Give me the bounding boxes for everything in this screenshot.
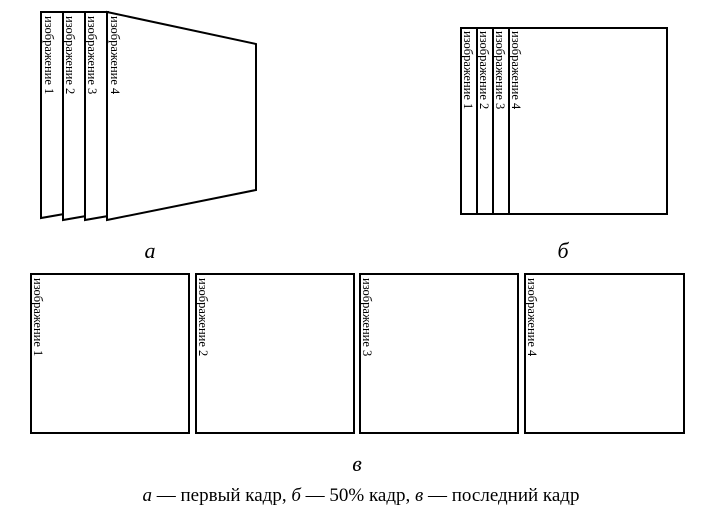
panel-a-label-4: изображение 4	[108, 16, 122, 95]
panel-a-label-2: изображение 2	[63, 16, 77, 94]
panel-a-label-3: изображение 3	[85, 16, 99, 94]
panel-c-letter: в	[352, 451, 362, 476]
panel-a-letter: а	[145, 238, 156, 263]
panel-c-frame-4	[524, 273, 685, 434]
panel-a-stack	[40, 10, 257, 222]
panel-b-label-2: изображение 2	[477, 31, 491, 109]
caption-text-c: — последний кадр	[423, 485, 580, 506]
panel-b-outer-frame	[460, 27, 668, 215]
panel-c-frame-3	[359, 273, 519, 434]
caption-text-a: — первый кадр,	[152, 485, 292, 506]
panel-b-letter: б	[557, 238, 569, 263]
panel-a-frame-4	[106, 10, 257, 222]
panel-a-label-1: изображение 1	[42, 16, 56, 94]
panel-b-label-1: изображение 1	[461, 31, 475, 109]
panel-c-frame-2	[195, 273, 355, 434]
panel-b-label-3: изображение 3	[493, 31, 507, 109]
panel-b-stack	[460, 27, 668, 215]
panel-c-frame-1	[30, 273, 190, 434]
caption-letter-a: а	[142, 485, 153, 506]
panel-c-label-4: изображение 4	[525, 278, 539, 357]
panel-c-frames	[30, 273, 685, 434]
panel-c-label-3: изображение 3	[360, 278, 374, 356]
figure-caption: а — первый кадр, б — 50% кадр, в — после…	[0, 484, 722, 508]
caption-letter-b: б	[291, 485, 301, 506]
caption-letter-c: в	[415, 485, 424, 506]
panel-c-label-1: изображение 1	[31, 278, 45, 356]
panel-c-label-2: изображение 2	[196, 278, 210, 356]
caption-text-b: — 50% кадр,	[300, 485, 416, 506]
panel-b-label-4: изображение 4	[509, 31, 523, 110]
